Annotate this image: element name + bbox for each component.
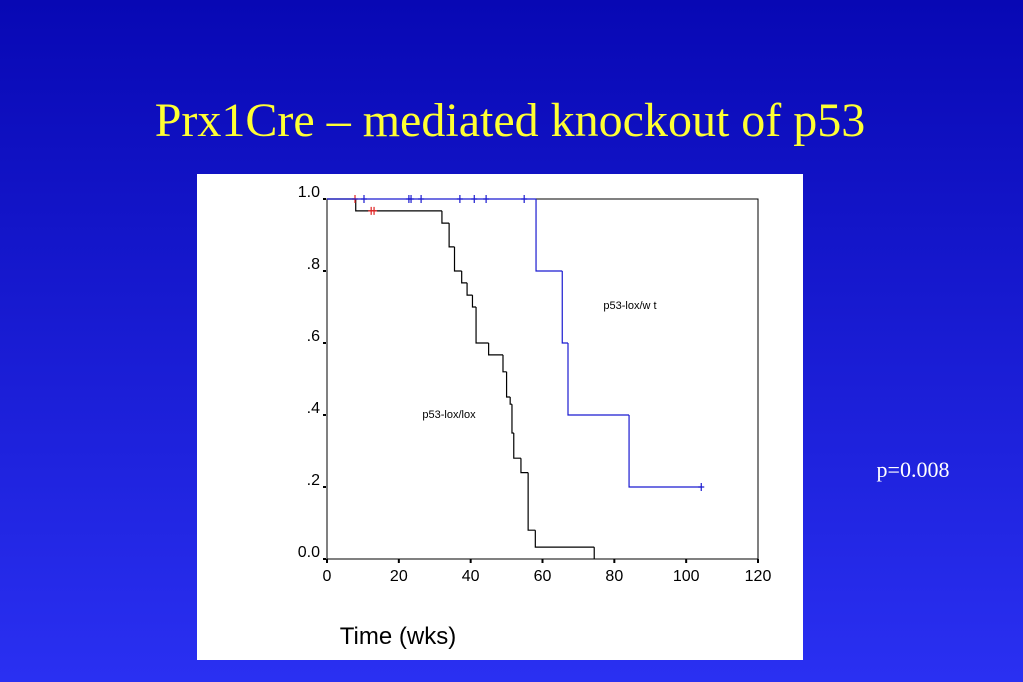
censor-mark [371, 206, 378, 215]
survival-step [488, 343, 503, 356]
survival-step [453, 246, 462, 272]
survival-step [355, 199, 442, 212]
chart-panel [197, 174, 803, 660]
survival-step [502, 354, 507, 373]
y-tick-label: .2 [307, 472, 320, 489]
censor-mark [456, 195, 463, 203]
survival-step [471, 295, 477, 308]
y-tick-label: 1.0 [298, 184, 320, 201]
y-tick-label: .8 [307, 256, 320, 273]
x-tick-label: 40 [462, 568, 480, 585]
censor-mark [408, 195, 415, 203]
slide-title: Prx1Cre – mediated knockout of p53 [155, 94, 866, 147]
censor-mark [521, 195, 528, 203]
survival-step [628, 415, 702, 488]
survival-step [475, 307, 489, 344]
survival-step [461, 271, 468, 284]
plot: 0.0 .2 .4 .6 .8 1.0 0 20 40 60 80 100 120 p53-lox/lox… [298, 184, 772, 585]
series-label: p53-lox/lox [422, 409, 476, 421]
x-tick-label: 20 [390, 568, 408, 585]
p-value: p=0.008 [877, 457, 950, 482]
x-tick-label: 120 [745, 568, 772, 585]
survival-step [527, 472, 536, 531]
survival-step [561, 271, 569, 344]
censor-mark [471, 195, 478, 203]
survival-step [513, 433, 521, 459]
censor-mark [698, 483, 705, 491]
y-tick-label: 0.0 [298, 544, 320, 561]
survival-step [535, 199, 563, 272]
survival-step [441, 210, 450, 224]
x-tick-label: 0 [323, 568, 332, 585]
censor-mark [483, 195, 490, 203]
censor-mark [418, 195, 425, 203]
y-tick-label: .4 [307, 400, 320, 417]
survival-step [534, 530, 595, 548]
series-label: p53-lox/w t [603, 300, 656, 312]
survival-step [567, 343, 630, 416]
survival-step [520, 458, 529, 474]
y-tick-label: .6 [307, 328, 320, 345]
survival-step [505, 371, 511, 398]
censor-mark [360, 195, 367, 203]
x-tick-label: 60 [534, 568, 552, 585]
x-axis-label: Time (wks) [340, 623, 456, 650]
x-tick-label: 80 [605, 568, 623, 585]
survival-step [448, 223, 455, 248]
survival-step [466, 282, 473, 296]
x-tick-label: 100 [673, 568, 700, 585]
